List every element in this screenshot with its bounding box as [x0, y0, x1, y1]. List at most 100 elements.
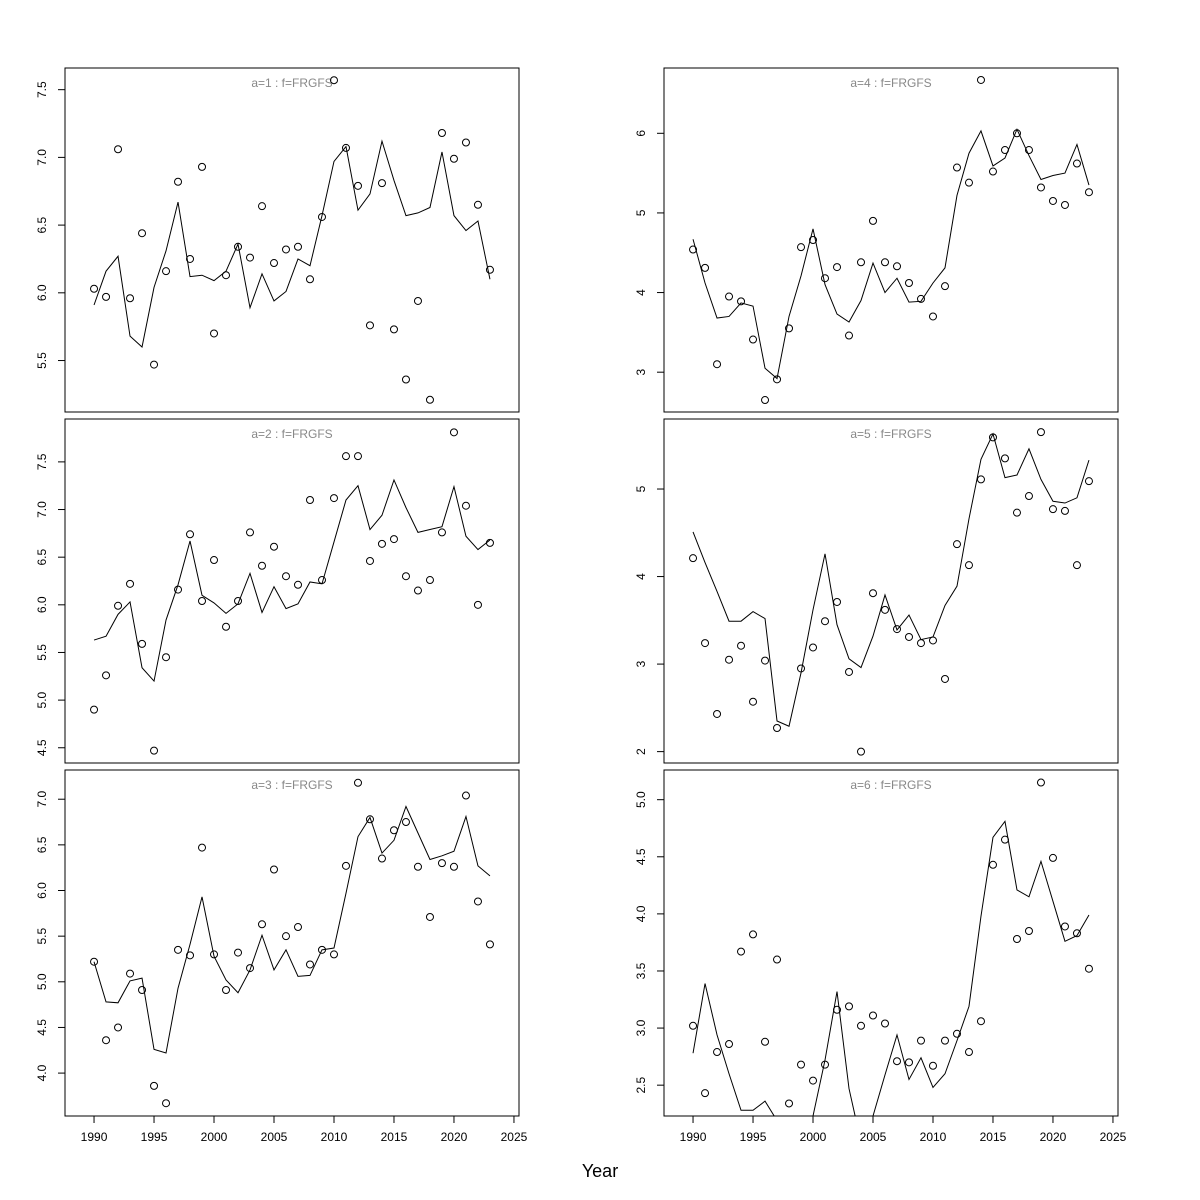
y-tick-label: 5.0 — [634, 791, 648, 808]
data-point — [210, 556, 219, 565]
y-tick-label: 7.0 — [35, 791, 49, 808]
data-point — [689, 554, 698, 563]
data-point — [126, 294, 135, 303]
data-point — [425, 912, 434, 921]
y-tick-label: 5.5 — [35, 352, 49, 369]
data-point — [964, 178, 973, 187]
data-point — [413, 586, 422, 595]
data-point — [1036, 183, 1045, 192]
data-point — [305, 495, 314, 504]
y-tick-label: 6.0 — [35, 284, 49, 301]
data-point — [138, 986, 147, 995]
data-point — [976, 75, 985, 84]
y-tick-label: 2 — [634, 748, 648, 755]
data-point — [473, 200, 482, 209]
data-point — [797, 1060, 806, 1069]
data-point — [689, 1021, 698, 1030]
plot-area — [689, 778, 1093, 1116]
data-point — [377, 539, 386, 548]
data-point — [821, 617, 830, 626]
data-point — [246, 528, 255, 537]
data-point — [258, 561, 267, 570]
data-point — [198, 597, 207, 606]
plot-frame — [64, 67, 520, 413]
data-point — [305, 275, 314, 284]
x-axis-label: Year — [582, 1161, 618, 1181]
data-point — [270, 542, 279, 551]
data-point — [952, 540, 961, 549]
x-tick-label: 2010 — [321, 1130, 348, 1144]
y-tick-label: 4.5 — [634, 848, 648, 865]
data-point — [952, 163, 961, 172]
data-point — [341, 861, 350, 870]
data-point — [413, 296, 422, 305]
data-point — [689, 245, 698, 254]
data-point — [449, 154, 458, 163]
data-point — [114, 145, 123, 154]
y-tick-label: 5.0 — [35, 973, 49, 990]
data-point — [473, 897, 482, 906]
data-point — [485, 265, 494, 274]
fitted-line — [93, 805, 491, 1054]
data-point — [845, 331, 854, 340]
data-point — [916, 294, 925, 303]
data-point — [198, 843, 207, 852]
plot-frame — [64, 418, 520, 764]
x-tick-label: 2025 — [1100, 1130, 1127, 1144]
data-point — [1048, 505, 1057, 514]
data-point — [1024, 927, 1033, 936]
data-point — [928, 636, 937, 645]
fitted-line — [692, 820, 1090, 1116]
data-point — [329, 950, 338, 959]
data-point — [809, 1076, 818, 1085]
plot-area — [90, 76, 494, 404]
data-point — [928, 312, 937, 321]
y-tick-label: 4.5 — [35, 739, 49, 756]
data-point — [737, 947, 746, 956]
data-point — [749, 697, 758, 706]
x-tick-label: 2015 — [381, 1130, 408, 1144]
data-point — [737, 641, 746, 650]
data-point — [234, 597, 243, 606]
data-point — [162, 267, 171, 276]
data-point — [365, 815, 374, 824]
data-point — [246, 253, 255, 262]
data-point — [701, 639, 710, 648]
data-point — [210, 329, 219, 338]
data-point — [401, 818, 410, 827]
data-point — [425, 576, 434, 585]
data-point — [90, 957, 99, 966]
data-point — [1060, 922, 1069, 931]
data-point — [725, 655, 734, 664]
plot-area — [689, 428, 1093, 756]
plot-area — [90, 778, 494, 1108]
data-point — [833, 597, 842, 606]
y-tick-label: 6.0 — [35, 882, 49, 899]
data-point — [437, 859, 446, 868]
x-tick-label: 2005 — [860, 1130, 887, 1144]
plot-area — [689, 75, 1093, 405]
data-point — [904, 1058, 913, 1067]
data-point — [1084, 477, 1093, 486]
data-point — [952, 1029, 961, 1038]
data-point — [940, 282, 949, 291]
data-point — [473, 600, 482, 609]
fitted-line — [692, 128, 1090, 380]
data-point — [809, 236, 818, 244]
data-point — [1084, 964, 1093, 973]
data-point — [869, 1011, 878, 1020]
data-point — [353, 778, 362, 787]
data-point — [186, 254, 195, 263]
data-point — [198, 162, 207, 171]
data-point — [928, 1061, 937, 1070]
data-point — [916, 1036, 925, 1045]
data-point — [713, 709, 722, 718]
data-point — [713, 360, 722, 369]
data-point — [485, 940, 494, 949]
data-point — [341, 143, 350, 152]
data-point — [293, 923, 302, 932]
y-tick-label: 6.5 — [35, 549, 49, 566]
panel: a=3 : f=FRGFS 4.0 4.5 5.0 5.5 6.0 6.5 7.0 1990 19… — [35, 769, 528, 1144]
data-point — [437, 528, 446, 537]
